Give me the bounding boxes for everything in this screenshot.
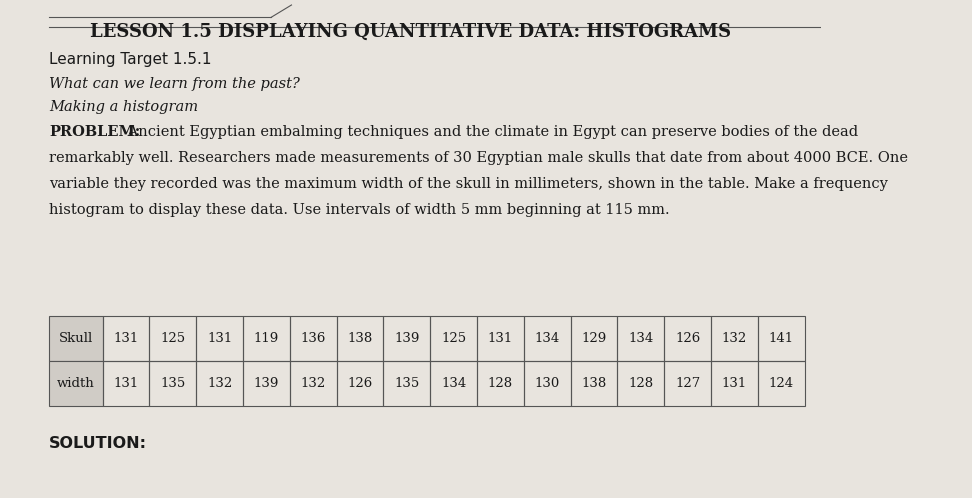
Text: Skull: Skull — [59, 332, 93, 345]
Text: 129: 129 — [581, 332, 607, 345]
Text: width: width — [57, 377, 95, 390]
Text: 131: 131 — [114, 377, 139, 390]
Text: Making a histogram: Making a histogram — [50, 100, 198, 114]
Text: remarkably well. Researchers made measurements of 30 Egyptian male skulls that d: remarkably well. Researchers made measur… — [50, 151, 908, 165]
Text: 138: 138 — [347, 332, 372, 345]
Text: PROBLEM:: PROBLEM: — [50, 125, 141, 139]
Text: 139: 139 — [395, 332, 420, 345]
Text: 127: 127 — [675, 377, 700, 390]
Text: 131: 131 — [722, 377, 747, 390]
Text: 131: 131 — [114, 332, 139, 345]
Text: What can we learn from the past?: What can we learn from the past? — [50, 77, 300, 91]
Text: LESSON 1.5 DISPLAYING QUANTITATIVE DATA: HISTOGRAMS: LESSON 1.5 DISPLAYING QUANTITATIVE DATA:… — [90, 22, 731, 40]
Text: 128: 128 — [488, 377, 513, 390]
Text: histogram to display these data. Use intervals of width 5 mm beginning at 115 mm: histogram to display these data. Use int… — [50, 203, 670, 217]
Text: 125: 125 — [160, 332, 186, 345]
Text: 131: 131 — [207, 332, 232, 345]
Text: 135: 135 — [160, 377, 186, 390]
Text: 132: 132 — [300, 377, 326, 390]
Text: 119: 119 — [254, 332, 279, 345]
Text: Ancient Egyptian embalming techniques and the climate in Egypt can preserve bodi: Ancient Egyptian embalming techniques an… — [123, 125, 858, 139]
Text: 135: 135 — [395, 377, 420, 390]
Text: 139: 139 — [254, 377, 279, 390]
Text: 141: 141 — [769, 332, 794, 345]
FancyBboxPatch shape — [50, 361, 103, 406]
FancyBboxPatch shape — [50, 316, 103, 361]
Text: 134: 134 — [535, 332, 560, 345]
Text: 126: 126 — [347, 377, 372, 390]
Text: SOLUTION:: SOLUTION: — [50, 436, 148, 451]
Text: 138: 138 — [581, 377, 607, 390]
Text: 134: 134 — [441, 377, 467, 390]
Text: 126: 126 — [675, 332, 700, 345]
Text: 124: 124 — [769, 377, 794, 390]
Text: variable they recorded was the maximum width of the skull in millimeters, shown : variable they recorded was the maximum w… — [50, 177, 888, 191]
Text: 134: 134 — [628, 332, 653, 345]
Text: 130: 130 — [535, 377, 560, 390]
Text: 128: 128 — [628, 377, 653, 390]
Text: Learning Target 1.5.1: Learning Target 1.5.1 — [50, 52, 212, 67]
Text: 132: 132 — [722, 332, 747, 345]
Text: 125: 125 — [441, 332, 467, 345]
Text: 132: 132 — [207, 377, 232, 390]
Text: 136: 136 — [300, 332, 326, 345]
Text: 131: 131 — [488, 332, 513, 345]
